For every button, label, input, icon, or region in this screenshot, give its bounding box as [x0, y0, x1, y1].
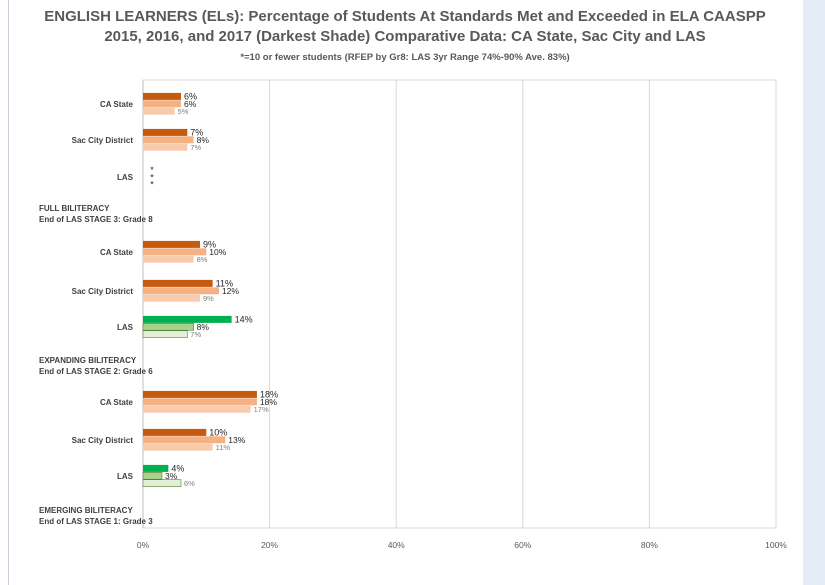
- bar: [143, 107, 175, 115]
- data-label: 8%: [197, 255, 208, 264]
- bar: [143, 136, 194, 144]
- bar: [143, 279, 213, 287]
- suppressed-marker: *: [150, 165, 154, 175]
- data-label: 13%: [228, 435, 245, 445]
- x-tick-label: 0%: [137, 540, 150, 550]
- category-label: Sac City District: [72, 436, 134, 445]
- bar: [143, 294, 200, 302]
- data-label: 14%: [235, 314, 253, 324]
- data-label: 7%: [190, 143, 201, 152]
- data-label: 8%: [197, 135, 210, 145]
- x-tick-label: 100%: [765, 540, 787, 550]
- data-label: 7%: [190, 127, 203, 137]
- bar: [142, 479, 182, 488]
- x-tick-label: 80%: [641, 540, 658, 550]
- data-label: 6%: [184, 99, 197, 109]
- x-tick-label: 40%: [388, 540, 405, 550]
- category-label: Sac City District: [72, 287, 134, 296]
- plot-area: [142, 79, 777, 529]
- category-label: CA State: [100, 398, 134, 407]
- bar: [142, 322, 194, 331]
- bar: [143, 100, 181, 108]
- category-header-label: End of LAS STAGE 1: Grade 3: [39, 517, 153, 526]
- category-label: CA State: [100, 248, 134, 257]
- data-label: 17%: [254, 405, 269, 414]
- bar: [143, 398, 257, 406]
- data-label: 11%: [216, 278, 233, 288]
- bar: [143, 92, 181, 100]
- bar: [142, 330, 188, 339]
- bar: [143, 287, 219, 295]
- category-label: LAS: [117, 173, 134, 182]
- data-label: 18%: [260, 397, 277, 407]
- bar: [143, 428, 207, 436]
- chart-title-line-1: ENGLISH LEARNERS (ELs): Percentage of St…: [44, 8, 766, 25]
- data-label: 10%: [209, 247, 226, 257]
- data-label: 10%: [209, 427, 227, 437]
- chart-title-line-2: 2015, 2016, and 2017 (Darkest Shade) Com…: [104, 28, 706, 45]
- suppressed-marker: *: [150, 172, 154, 182]
- data-label: 11%: [216, 443, 231, 452]
- bar: [143, 315, 232, 323]
- bar: [143, 390, 257, 398]
- data-label: 18%: [260, 389, 278, 399]
- bar: [143, 255, 194, 263]
- category-header-label: EXPANDING BILITERACY: [39, 356, 137, 365]
- bar: [142, 471, 163, 480]
- category-label: LAS: [117, 472, 134, 481]
- data-label: 9%: [203, 239, 216, 249]
- data-label: 5%: [178, 107, 189, 116]
- bar: [143, 248, 207, 256]
- bar: [143, 143, 188, 151]
- x-tick-label: 20%: [261, 540, 278, 550]
- bar: [143, 405, 251, 413]
- chart-subtitle: *=10 or fewer students (RFEP by Gr8: LAS…: [240, 52, 570, 63]
- category-header-label: End of LAS STAGE 3: Grade 8: [39, 215, 153, 224]
- suppressed-marker: *: [150, 180, 154, 190]
- category-header-label: EMERGING BILITERACY: [39, 506, 133, 515]
- bar: [143, 443, 213, 451]
- data-label: 12%: [222, 286, 239, 296]
- category-label: LAS: [117, 323, 134, 332]
- bar: [143, 436, 226, 444]
- data-label: 9%: [203, 294, 214, 303]
- data-label: 7%: [190, 330, 201, 339]
- data-label: 3%: [165, 471, 178, 481]
- window-side-panel: [803, 0, 825, 585]
- category-header-label: End of LAS STAGE 2: Grade 6: [39, 367, 153, 376]
- data-label: 6%: [184, 91, 197, 101]
- data-label: 4%: [171, 463, 184, 473]
- x-tick-label: 60%: [514, 540, 531, 550]
- bar: [143, 240, 200, 248]
- category-label: Sac City District: [72, 136, 134, 145]
- data-label: 8%: [197, 322, 210, 332]
- bar: [143, 464, 169, 472]
- category-header-label: FULL BILITERACY: [39, 204, 110, 213]
- data-label: 6%: [184, 479, 195, 488]
- category-label: CA State: [100, 100, 134, 109]
- bar: [143, 128, 188, 136]
